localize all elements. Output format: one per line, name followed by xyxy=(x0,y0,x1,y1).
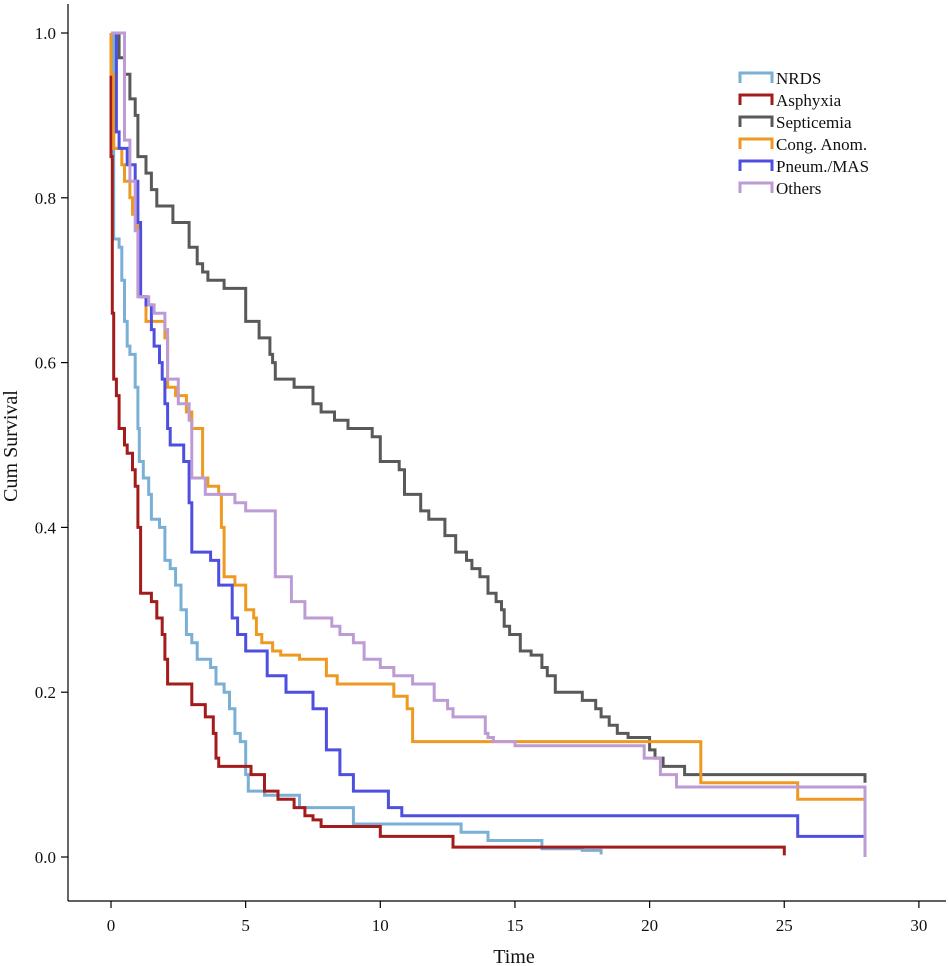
legend-swatch-cong-anom xyxy=(738,137,774,149)
series-line-septicemia xyxy=(117,33,867,783)
legend-label-pneum-mas: Pneum./MAS xyxy=(776,157,869,176)
legend-swatch-pneum-mas xyxy=(738,159,774,171)
legend-label-nrds: NRDS xyxy=(776,69,821,88)
x-tick-label: 0 xyxy=(107,916,116,935)
y-tick-label: 0.6 xyxy=(35,354,56,373)
legend-label-asphyxia: Asphyxia xyxy=(776,91,842,110)
legend-swatch-others xyxy=(738,181,774,193)
legend: NRDS Asphyxia Septicemia Cong. Anom. Pneum./… xyxy=(738,69,869,198)
x-tick-label: 10 xyxy=(372,916,389,935)
x-tick-label: 25 xyxy=(776,916,793,935)
series-line-nrds xyxy=(112,33,603,855)
x-tick-label: 30 xyxy=(910,916,927,935)
y-tick-label: 0.0 xyxy=(35,848,56,867)
y-axis-ticks: 0.0 0.2 0.4 0.6 0.8 1.0 xyxy=(35,24,68,867)
series-line-others xyxy=(111,31,867,857)
legend-swatch-septicemia xyxy=(738,115,774,127)
series-line-asphyxia xyxy=(109,33,786,856)
series-layer xyxy=(109,31,867,857)
y-tick-label: 0.8 xyxy=(35,189,56,208)
x-axis-ticks: 0 5 10 15 20 25 30 xyxy=(107,901,927,935)
legend-swatch-nrds xyxy=(738,71,774,83)
y-tick-label: 0.2 xyxy=(35,683,56,702)
legend-label-others: Others xyxy=(776,179,821,198)
y-tick-label: 1.0 xyxy=(35,24,56,43)
legend-label-septicemia: Septicemia xyxy=(776,113,852,132)
x-axis-title: Time xyxy=(493,946,535,966)
x-tick-label: 15 xyxy=(506,916,523,935)
x-tick-label: 20 xyxy=(641,916,658,935)
series-line-pneum-mas xyxy=(112,31,865,838)
y-tick-label: 0.4 xyxy=(35,518,57,537)
y-axis-title: Cum Survival xyxy=(0,390,22,502)
x-tick-label: 5 xyxy=(241,916,250,935)
plot-area xyxy=(67,4,946,902)
legend-swatch-asphyxia xyxy=(738,93,774,105)
legend-label-cong-anom: Cong. Anom. xyxy=(776,135,867,154)
